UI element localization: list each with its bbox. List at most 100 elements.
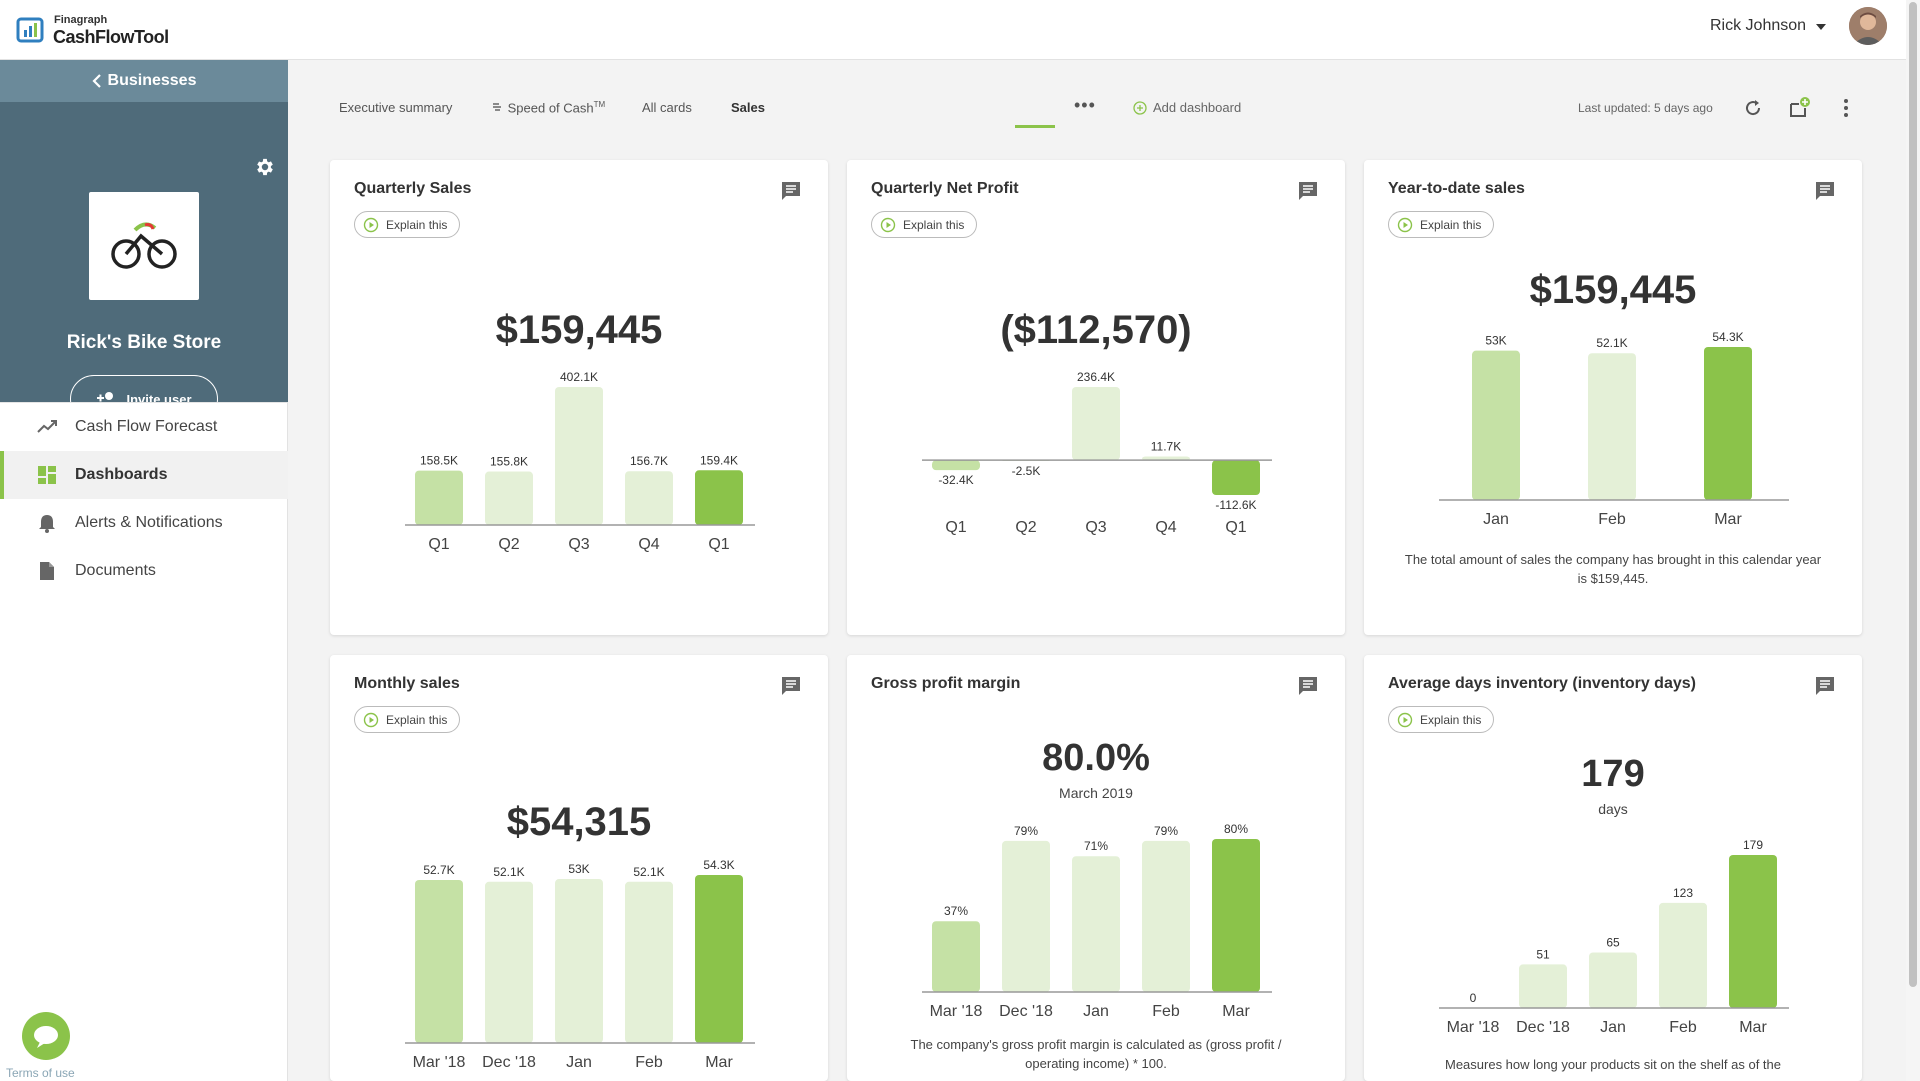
- chart-bar[interactable]: [1729, 855, 1777, 1008]
- chart-bar[interactable]: [1659, 902, 1707, 1008]
- last-updated-text: Last updated: 5 days ago: [1578, 101, 1713, 115]
- comment-icon[interactable]: [1814, 675, 1836, 697]
- bicycle-icon: [111, 222, 177, 269]
- chart-bar[interactable]: [1704, 347, 1752, 500]
- chart-bar[interactable]: [932, 921, 980, 992]
- chart-bar[interactable]: [1589, 952, 1637, 1008]
- explain-this-button[interactable]: Explain this: [871, 211, 978, 238]
- data-label: 79%: [1154, 824, 1178, 838]
- businesses-back-label: Businesses: [107, 72, 197, 89]
- data-label: 159.4K: [700, 453, 738, 467]
- comment-icon[interactable]: [780, 180, 802, 202]
- tab-speed-of-cash[interactable]: Speed of CashTM: [492, 100, 605, 115]
- kebab-menu-icon[interactable]: [1834, 96, 1858, 120]
- chart-bar[interactable]: [1072, 387, 1120, 461]
- sidebar-item-cash-flow-forecast[interactable]: Cash Flow Forecast: [0, 403, 288, 451]
- card-title: Gross profit margin: [871, 675, 1021, 692]
- tab-speed-of-cash-label: Speed of Cash: [507, 100, 594, 116]
- gear-icon[interactable]: [254, 156, 276, 178]
- chat-icon: [34, 1026, 58, 1048]
- bell-icon: [39, 515, 55, 533]
- data-label: 0: [1470, 991, 1477, 1005]
- explain-this-label: Explain this: [386, 712, 448, 727]
- chart-bar[interactable]: [932, 460, 980, 471]
- x-tick-label: Dec '18: [482, 1054, 536, 1071]
- comment-icon[interactable]: [1297, 675, 1319, 697]
- logo-brand-text: Finagraph: [54, 14, 108, 26]
- more-tabs-icon[interactable]: •••: [1074, 95, 1096, 115]
- card-description: The total amount of sales the company ha…: [1404, 552, 1822, 586]
- chart-bar[interactable]: [485, 881, 533, 1043]
- card-description: Measures how long your products sit on t…: [1444, 1057, 1782, 1072]
- chart-bar[interactable]: [625, 471, 673, 525]
- x-tick-label: Jan: [1600, 1019, 1626, 1036]
- caret-down-icon[interactable]: [1816, 24, 1826, 30]
- chart-bar[interactable]: [555, 387, 603, 525]
- add-dashboard-label: Add dashboard: [1153, 100, 1242, 115]
- chart-bar[interactable]: [1072, 856, 1120, 992]
- explain-this-button[interactable]: Explain this: [354, 211, 461, 238]
- explain-this-label: Explain this: [386, 217, 448, 232]
- comment-icon[interactable]: [780, 675, 802, 697]
- page-scrollbar[interactable]: [1906, 0, 1920, 1081]
- chart-bar[interactable]: [1588, 353, 1636, 500]
- chart-bar[interactable]: [695, 875, 743, 1043]
- bar-chart: 52.7K Mar '18 52.1K Dec '18 53K Jan 52.1K Feb 54…: [405, 858, 755, 1071]
- tab-sales[interactable]: Sales: [731, 100, 765, 115]
- comment-icon[interactable]: [1814, 180, 1836, 202]
- refresh-icon[interactable]: [1741, 96, 1765, 120]
- x-tick-label: Q1: [428, 536, 449, 553]
- chart-bar[interactable]: [1472, 350, 1520, 500]
- x-tick-label: Q4: [1155, 519, 1176, 536]
- chart-bar[interactable]: [1519, 964, 1567, 1008]
- chart-bar[interactable]: [485, 471, 533, 525]
- bar-chart: 37% Mar '18 79% Dec '18 71% Jan 79% Feb 80% Mar: [922, 822, 1272, 1020]
- explain-this-button[interactable]: Explain this: [354, 706, 461, 733]
- card-title: Year-to-date sales: [1388, 180, 1525, 197]
- scrollbar-thumb[interactable]: [1909, 2, 1917, 987]
- data-label: 158.5K: [420, 454, 458, 468]
- chart-bar[interactable]: [415, 879, 463, 1043]
- x-tick-label: Dec '18: [999, 1003, 1053, 1020]
- sidebar-item-documents[interactable]: Documents: [0, 547, 288, 595]
- chat-launcher-button[interactable]: [22, 1012, 70, 1060]
- chart-bar[interactable]: [1212, 460, 1260, 495]
- card-subvalue: days: [1598, 801, 1628, 817]
- store-name: Rick's Bike Store: [66, 332, 222, 353]
- sidebar-item-alerts[interactable]: Alerts & Notifications: [0, 499, 288, 547]
- avatar[interactable]: [1849, 7, 1887, 45]
- chart-bar[interactable]: [415, 470, 463, 525]
- explain-this-label: Explain this: [1420, 217, 1482, 232]
- user-menu-name[interactable]: Rick Johnson: [1710, 17, 1807, 34]
- data-label: 71%: [1084, 839, 1108, 853]
- app-logo[interactable]: Finagraph CashFlowTool: [16, 14, 176, 48]
- play-circle-icon: [1397, 217, 1413, 232]
- sidebar-item-dashboards[interactable]: Dashboards: [0, 451, 288, 499]
- chart-bar[interactable]: [555, 879, 603, 1043]
- tab-all-cards[interactable]: All cards: [642, 100, 692, 115]
- bar-chart: -32.4K Q1 -2.5K Q2 236.4K Q3 11.7K Q4 -112.6K Q1: [922, 370, 1272, 536]
- data-label: 402.1K: [560, 370, 598, 384]
- x-tick-label: Q3: [1085, 519, 1106, 536]
- dashboard-card: Quarterly Sales Explain this $159,445 158.…: [330, 160, 828, 635]
- explain-this-button[interactable]: Explain this: [1388, 211, 1495, 238]
- add-card-icon[interactable]: [1787, 96, 1811, 120]
- dashboard-card: Year-to-date sales Explain this $159,445 T…: [1364, 160, 1862, 635]
- chart-bar[interactable]: [1002, 840, 1050, 992]
- chart-bar[interactable]: [1142, 456, 1190, 461]
- businesses-back-button[interactable]: Businesses: [0, 60, 288, 102]
- chart-bar[interactable]: [695, 470, 743, 525]
- chart-bar[interactable]: [625, 881, 673, 1043]
- data-label: 52.7K: [423, 863, 454, 877]
- card-value: $159,445: [495, 308, 663, 352]
- comment-icon[interactable]: [1297, 180, 1319, 202]
- logo-mark-icon: [16, 17, 44, 43]
- chart-bar[interactable]: [1142, 840, 1190, 992]
- data-label: 52.1K: [1596, 336, 1627, 350]
- add-dashboard-button[interactable]: Add dashboard: [1133, 100, 1241, 115]
- terms-of-use-link[interactable]: Terms of use: [6, 1066, 75, 1080]
- chart-bar[interactable]: [1212, 839, 1260, 992]
- explain-this-button[interactable]: Explain this: [1388, 706, 1495, 733]
- tab-executive-summary[interactable]: Executive summary: [339, 100, 453, 115]
- card-value: 179: [1581, 753, 1645, 795]
